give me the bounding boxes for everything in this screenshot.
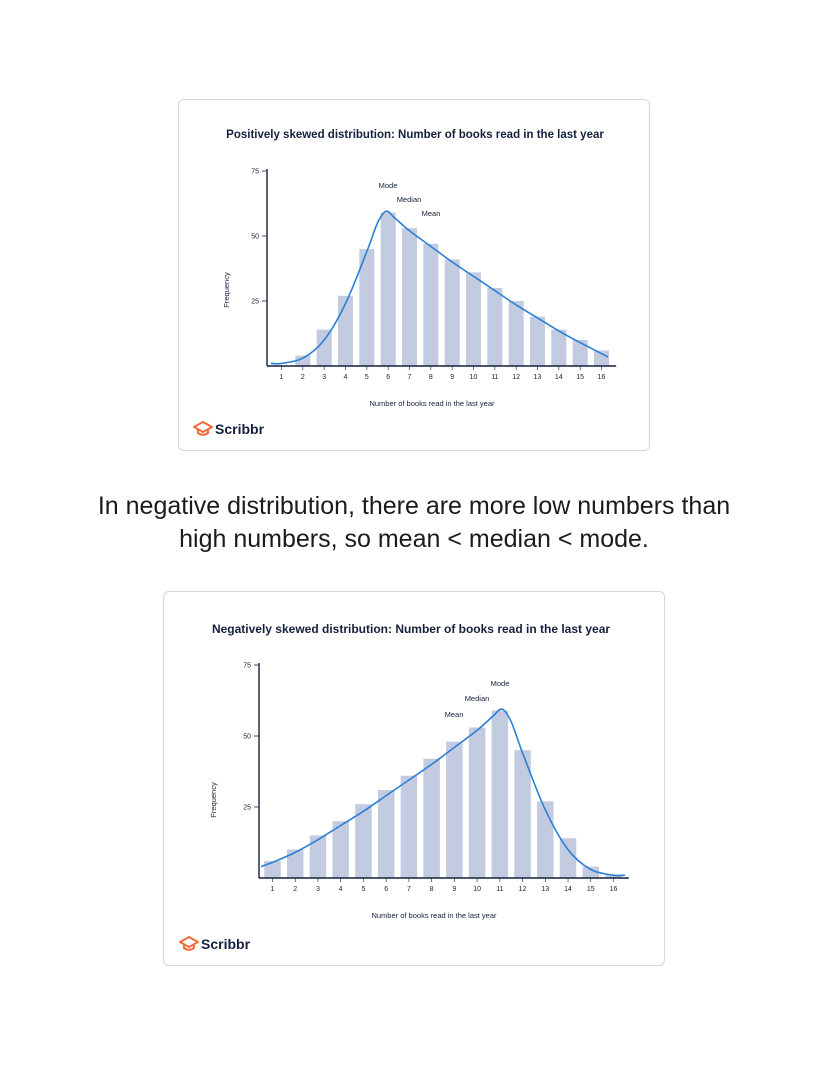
x-tick-label: 10	[470, 374, 478, 381]
bar-10	[466, 272, 481, 366]
bar-7	[400, 775, 418, 878]
bar-8	[423, 758, 440, 878]
graduation-cap-icon	[193, 421, 213, 436]
x-tick-label: 16	[610, 886, 618, 893]
mode-annotation: Mode	[491, 679, 510, 688]
x-tick-label: 8	[429, 374, 433, 381]
x-tick-label: 2	[301, 374, 305, 381]
y-tick-label: 25	[243, 805, 251, 812]
x-tick-label: 12	[512, 374, 520, 381]
x-tick-label: 14	[564, 886, 572, 893]
bar-10	[468, 727, 486, 878]
bar-9	[446, 741, 463, 878]
bar-5	[359, 249, 375, 366]
y-tick-label: 75	[243, 663, 251, 670]
chart-title: Positively skewed distribution: Number o…	[226, 129, 604, 141]
x-tick-label: 13	[534, 374, 542, 381]
x-tick-label: 7	[408, 374, 412, 381]
x-tick-label: 4	[339, 886, 343, 893]
x-tick-label: 13	[541, 886, 549, 893]
x-tick-label: 10	[473, 886, 481, 893]
distribution-curve	[260, 708, 625, 877]
y-tick-label: 25	[251, 299, 259, 306]
bar-3	[316, 329, 332, 366]
bar-14	[551, 329, 567, 366]
y-tick-label: 50	[243, 734, 251, 741]
bar-2	[286, 849, 304, 878]
x-tick-label: 3	[322, 374, 326, 381]
bar-13	[537, 801, 554, 878]
graduation-cap-icon	[179, 936, 199, 951]
bar-9	[444, 259, 460, 366]
bar-12	[508, 301, 524, 366]
x-tick-label: 5	[361, 886, 365, 893]
bar-14	[559, 838, 577, 878]
bar-16	[605, 875, 622, 878]
x-tick-label: 6	[386, 374, 390, 381]
positive-skew-chart: Positively skewed distribution: Number o…	[193, 129, 617, 437]
scribbr-logo: Scribbr	[193, 421, 265, 437]
x-tick-label: 16	[598, 374, 606, 381]
brand-name: Scribbr	[201, 936, 251, 952]
x-axis-label: Number of books read in the last year	[369, 399, 495, 408]
x-tick-label: 11	[491, 374, 498, 381]
chart-title: Negatively skewed distribution: Number o…	[212, 622, 610, 636]
bar-4	[332, 821, 349, 878]
x-tick-label: 1	[280, 374, 284, 381]
negative-skew-chart-card: Negatively skewed distribution: Number o…	[163, 591, 665, 966]
bar-15	[582, 866, 600, 878]
caption-line-2: high numbers, so mean < median < mode.	[179, 525, 649, 553]
bar-3	[309, 835, 327, 878]
x-tick-label: 11	[496, 886, 503, 893]
x-axis-label: Number of books read in the last year	[371, 911, 497, 920]
median-annotation: Median	[397, 195, 422, 204]
x-tick-label: 15	[587, 886, 595, 893]
x-tick-label: 9	[452, 886, 456, 893]
bar-2	[295, 355, 311, 366]
x-tick-label: 9	[450, 374, 454, 381]
distribution-curve	[270, 210, 609, 365]
x-tick-label: 2	[293, 886, 297, 893]
y-axis-label: Frequency	[222, 272, 231, 308]
x-tick-label: 1	[271, 886, 275, 893]
bar-6	[380, 212, 396, 366]
x-tick-label: 12	[519, 886, 527, 893]
bar-7	[402, 228, 417, 366]
x-tick-label: 15	[576, 374, 584, 381]
y-tick-label: 75	[251, 169, 259, 176]
scribbr-logo: Scribbr	[179, 936, 251, 952]
bar-4	[338, 295, 353, 366]
bar-12	[514, 750, 531, 878]
bar-6	[377, 789, 395, 878]
explanation-caption: In negative distribution, there are more…	[0, 490, 828, 556]
x-tick-label: 5	[365, 374, 369, 381]
y-tick-label: 50	[251, 234, 259, 241]
x-tick-label: 8	[430, 886, 434, 893]
bar-11	[487, 288, 503, 366]
mean-annotation: Mean	[422, 209, 441, 218]
y-axis-label: Frequency	[209, 782, 218, 818]
bar-5	[355, 804, 372, 878]
mode-annotation: Mode	[379, 181, 398, 190]
bar-8	[423, 243, 439, 366]
x-tick-label: 6	[384, 886, 388, 893]
x-tick-label: 3	[316, 886, 320, 893]
x-tick-label: 14	[555, 374, 563, 381]
bar-15	[572, 340, 588, 366]
caption-line-1: In negative distribution, there are more…	[97, 492, 731, 520]
bar-13	[530, 316, 545, 366]
mean-annotation: Mean	[445, 710, 464, 719]
bar-1	[264, 860, 281, 878]
median-annotation: Median	[465, 694, 490, 703]
brand-name: Scribbr	[215, 421, 265, 437]
negative-skew-chart: Negatively skewed distribution: Number o…	[179, 622, 629, 952]
bar-16	[594, 350, 609, 366]
bar-11	[491, 710, 509, 878]
positive-skew-chart-card: Positively skewed distribution: Number o…	[178, 99, 650, 451]
x-tick-label: 7	[407, 886, 411, 893]
x-tick-label: 4	[344, 374, 348, 381]
